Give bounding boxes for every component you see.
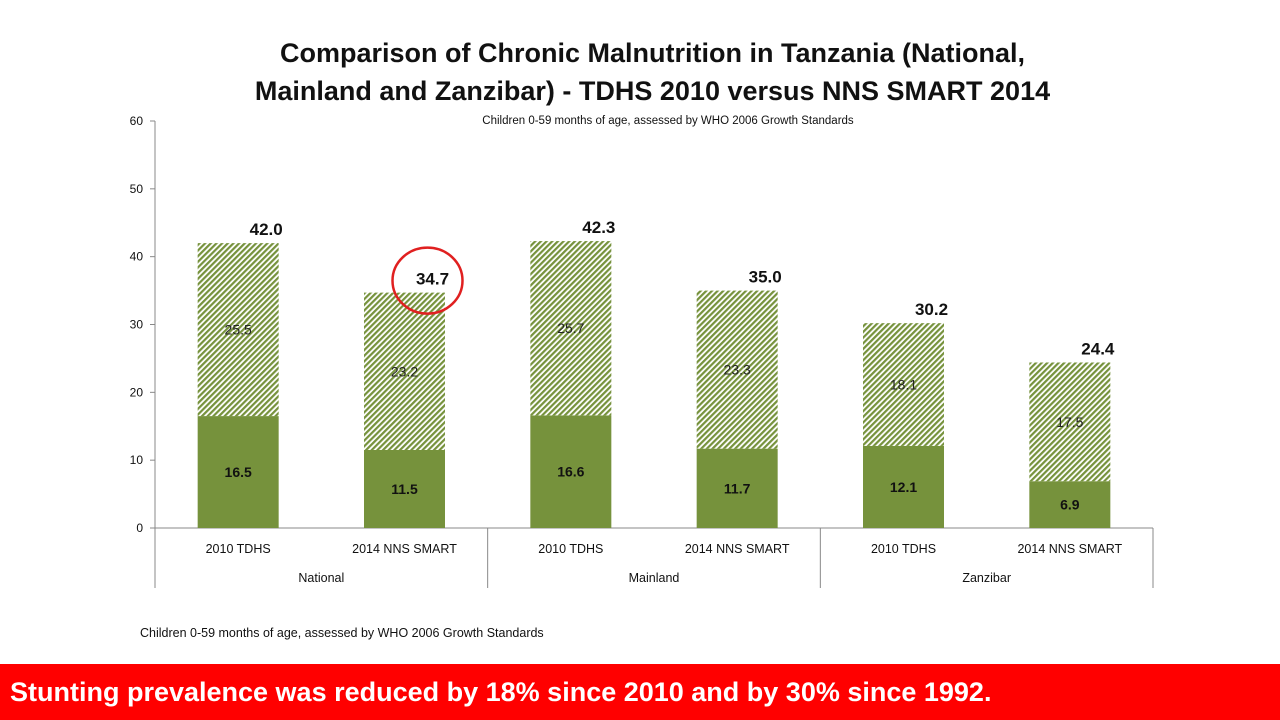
data-label-total: 42.0 <box>250 220 283 239</box>
x-group-label: National <box>298 571 344 585</box>
bar-segment-hatched <box>364 292 445 450</box>
bar-segment-solid <box>197 416 279 528</box>
bar-segment-hatched <box>197 243 279 417</box>
y-tick-label: 0 <box>136 521 143 535</box>
chart-title: Comparison of Chronic Malnutrition in Ta… <box>150 34 1155 110</box>
data-label-total: 24.4 <box>1081 339 1115 358</box>
x-group-label: Mainland <box>629 571 680 585</box>
bar-segment-solid <box>863 445 944 528</box>
x-category-label: 2010 TDHS <box>871 542 936 556</box>
bar-segment-solid <box>1029 481 1111 528</box>
data-label-hatched: 25.7 <box>557 320 584 336</box>
data-label-total: 35.0 <box>749 268 782 287</box>
data-label-hatched: 23.3 <box>724 362 751 378</box>
chart-title-line-2: Mainland and Zanzibar) - TDHS 2010 versu… <box>254 76 1051 106</box>
x-group-label: Zanzibar <box>962 571 1011 585</box>
bar-segment-solid <box>696 448 778 528</box>
footnote: Children 0-59 months of age, assessed by… <box>140 626 544 640</box>
axes: 0 10 20 30 40 50 60 <box>130 114 1154 588</box>
data-label-hatched: 23.2 <box>391 363 418 379</box>
x-category-label: 2014 NNS SMART <box>1017 542 1122 556</box>
y-tick-label: 40 <box>130 250 144 264</box>
data-label-solid: 11.5 <box>391 481 418 497</box>
bar-segment-hatched <box>530 241 612 416</box>
chart-subtitle: Children 0-59 months of age, assessed by… <box>482 115 854 127</box>
conclusion-text: Stunting prevalence was reduced by 18% s… <box>10 676 992 707</box>
y-tick-label: 60 <box>130 114 144 128</box>
data-label-hatched: 18.1 <box>890 377 917 393</box>
data-label-hatched: 17.5 <box>1056 414 1083 430</box>
data-label-total: 42.3 <box>582 218 615 237</box>
x-category-label: 2010 TDHS <box>206 542 271 556</box>
y-tick-label: 50 <box>130 182 144 196</box>
x-category-label: 2014 NNS SMART <box>685 542 790 556</box>
data-label-solid: 16.5 <box>225 464 252 480</box>
data-label-hatched: 25.5 <box>225 322 252 338</box>
data-label-total: 30.2 <box>915 300 948 319</box>
data-label-total: 34.7 <box>416 270 449 289</box>
bar-segment-hatched <box>696 290 778 449</box>
data-label-solid: 16.6 <box>557 464 584 480</box>
conclusion-banner: Stunting prevalence was reduced by 18% s… <box>0 664 1280 720</box>
x-category-label: 2010 TDHS <box>538 542 603 556</box>
y-tick-label: 20 <box>130 385 144 399</box>
chart-title-line-1: Comparison of Chronic Malnutrition in Ta… <box>279 38 1025 68</box>
data-label-solid: 11.7 <box>724 480 751 496</box>
data-label-solid: 6.9 <box>1060 497 1080 513</box>
data-label-solid: 12.1 <box>890 479 917 495</box>
bar-segment-hatched <box>863 323 944 446</box>
bar-segment-hatched <box>1029 362 1111 482</box>
highlight-circle <box>391 246 464 315</box>
y-tick-label: 30 <box>130 318 144 332</box>
data-labels: 16.5 25.5 42.0 11.5 23.2 34.7 16.6 25.7 42.3 11.7… <box>225 218 1115 513</box>
y-tick-label: 10 <box>130 453 144 467</box>
bar-segment-solid <box>530 415 612 528</box>
x-category-label: 2014 NNS SMART <box>352 542 457 556</box>
bar-segment-solid <box>364 449 445 528</box>
bars <box>197 241 1111 528</box>
category-axis-labels: 2010 TDHS 2014 NNS SMART 2010 TDHS 2014 NNS… <box>206 542 1123 585</box>
